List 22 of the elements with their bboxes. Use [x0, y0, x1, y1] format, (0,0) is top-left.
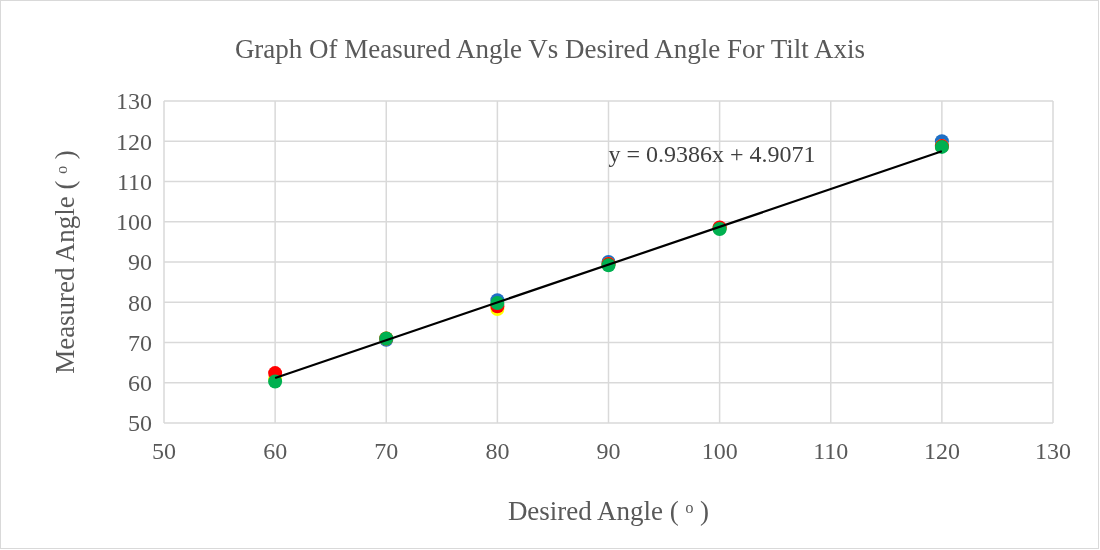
annotation: y = 0.9386x + 4.9071	[608, 141, 816, 167]
y-tick-label: 90	[128, 249, 152, 276]
x-tick-label: 110	[813, 438, 849, 464]
y-tick-label: 120	[116, 128, 152, 155]
y-tick-label: 70	[128, 329, 152, 356]
chart-title: Graph Of Measured Angle Vs Desired Angle For Tilt Axis	[234, 34, 866, 64]
y-tick-label: 130	[116, 88, 152, 115]
x-tick-label: 100	[701, 438, 738, 464]
x-tick-label: 130	[1035, 438, 1071, 464]
x-tick-label: 90	[596, 438, 621, 464]
y-tick-label: 110	[116, 168, 152, 195]
y-tick-label: 80	[128, 289, 152, 316]
x-axis-title: Desired Angle ( ᵒ )	[507, 496, 710, 526]
y-tick-label: 50	[128, 410, 152, 437]
x-tick-label: 120	[923, 438, 960, 464]
y-tick-label: 100	[116, 209, 152, 236]
x-tick-label: 60	[263, 438, 288, 464]
x-tick-label: 80	[485, 438, 510, 464]
x-tick-label: 50	[152, 438, 176, 464]
y-tick-label: 60	[128, 370, 152, 397]
x-tick-label: 70	[374, 438, 399, 464]
y-axis-title: Measured Angle ( ᵒ )	[50, 150, 80, 374]
